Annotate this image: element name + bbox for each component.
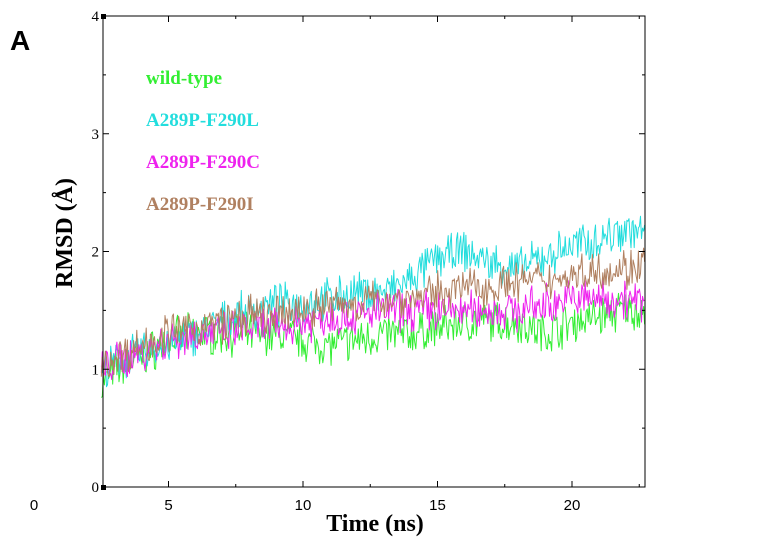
series-line-3	[100, 247, 646, 379]
legend-entry-0: wild-type	[146, 68, 222, 89]
legend: wild-type A289P-F290L A289P-F290C A289P-F29…	[146, 68, 260, 215]
series-line-1	[100, 215, 646, 388]
series-layer	[100, 215, 646, 398]
y-tick-label-2: 2	[92, 245, 100, 261]
y-bottom-marker	[101, 485, 106, 490]
legend-entry-1: A289P-F290L	[146, 110, 259, 131]
y-tick-label-1: 1	[92, 362, 100, 378]
axes-layer: 0 1 2 3 4 0 5 10 15 20	[30, 9, 646, 514]
legend-entry-2: A289P-F290C	[146, 152, 260, 173]
y-axis-title: RMSD (Å)	[52, 178, 78, 288]
legend-entry-3: A289P-F290I	[146, 194, 254, 215]
x-tick-label-2: 10	[295, 497, 312, 514]
x-axis-title: Time (ns)	[326, 511, 424, 537]
plot-area: 0 1 2 3 4 0 5 10 15 20	[30, 9, 646, 514]
x-tick-label-1: 5	[164, 497, 172, 514]
panel-label: A	[10, 25, 30, 56]
x-tick-label-0: 0	[30, 497, 38, 514]
y-tick-label-4: 4	[92, 9, 100, 25]
x-tick-label-4: 20	[564, 497, 581, 514]
x-tick-label-3: 15	[429, 497, 446, 514]
y-top-marker	[101, 14, 106, 19]
y-tick-label-3: 3	[92, 127, 100, 143]
y-tick-label-0: 0	[92, 480, 100, 496]
